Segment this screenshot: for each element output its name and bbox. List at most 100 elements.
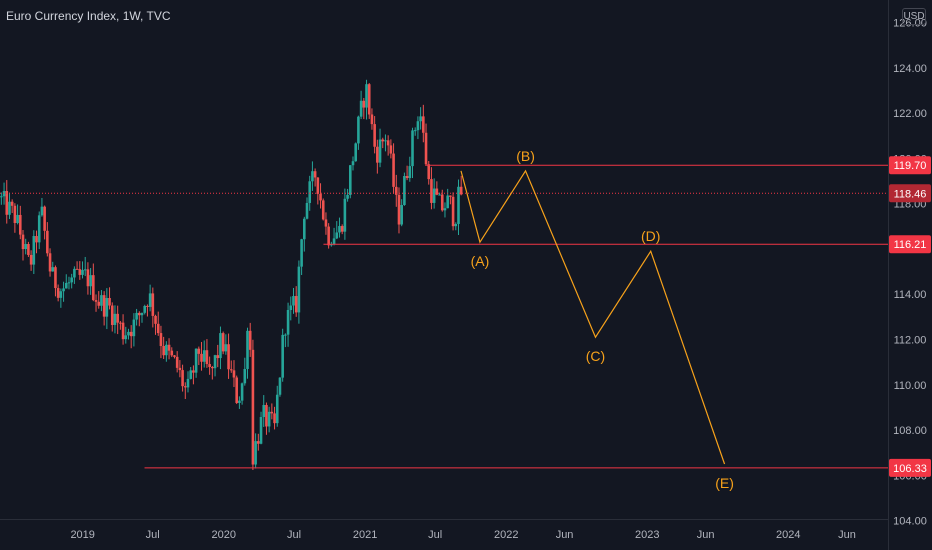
candle-body: [221, 333, 225, 352]
y-tick-label: 108.00: [893, 425, 927, 437]
candle-body: [324, 219, 328, 227]
candle-body: [213, 355, 217, 369]
candle-body: [124, 335, 128, 340]
x-tick-label: 2024: [776, 529, 800, 541]
candle-body: [427, 164, 431, 180]
candle-body: [273, 413, 276, 424]
candle-body: [46, 230, 49, 254]
candle-body: [424, 132, 428, 165]
candle-body: [367, 84, 371, 115]
candle-body: [338, 226, 341, 233]
candle-body: [454, 223, 458, 227]
candle-body: [173, 355, 176, 357]
candle-body: [205, 350, 209, 365]
candle-body: [357, 116, 360, 144]
candle-body: [243, 368, 247, 384]
y-tick-label: 110.00: [894, 380, 927, 392]
candle-body: [67, 282, 71, 284]
price-label-box: [889, 156, 931, 175]
candle-body: [140, 312, 144, 316]
candle-body: [54, 267, 57, 289]
candle-body: [48, 253, 52, 272]
candle-body: [373, 124, 376, 147]
candle-body: [292, 296, 295, 306]
candle-body: [135, 312, 138, 320]
candle-body: [327, 226, 330, 246]
candle-body: [278, 377, 282, 395]
candle-body: [62, 288, 65, 292]
candle-body: [229, 369, 233, 371]
candle-body: [313, 171, 317, 178]
candle-body: [94, 300, 98, 302]
candle-body: [56, 288, 60, 298]
candle-body: [148, 293, 152, 307]
x-tick-label: 2019: [70, 529, 94, 541]
candle-body: [59, 291, 63, 298]
candle-body: [405, 176, 409, 179]
candle-body: [75, 268, 79, 270]
candle-body: [316, 177, 320, 194]
y-tick-label: 114.00: [894, 289, 927, 301]
candle-body: [183, 386, 187, 388]
candle-body: [97, 301, 101, 306]
candle-body: [73, 268, 76, 278]
wave-label: (C): [586, 348, 605, 364]
candle-body: [181, 370, 184, 387]
candle-body: [113, 313, 117, 325]
chart-title: Euro Currency Index, 1W, TVC: [6, 9, 171, 23]
candle-body: [257, 441, 260, 444]
candle-body: [446, 195, 449, 209]
candle-body: [35, 236, 38, 243]
candle-body: [300, 239, 303, 267]
candle-body: [451, 196, 455, 227]
candle-body: [138, 312, 141, 316]
candle-body: [232, 370, 236, 378]
y-tick-label: 104.00: [893, 516, 927, 528]
candle-body: [432, 188, 436, 203]
price-axis-panel: [888, 0, 932, 550]
candle-body: [265, 404, 268, 427]
candle-body: [354, 143, 358, 162]
x-tick-label: Jul: [146, 529, 160, 541]
x-tick-label: 2022: [494, 529, 518, 541]
candle-body: [321, 200, 325, 220]
candle-body: [208, 364, 211, 368]
candle-body: [411, 130, 414, 167]
candle-body: [194, 348, 198, 373]
currency-button[interactable]: USD: [902, 8, 926, 25]
candle-body: [362, 100, 366, 108]
candle-body: [83, 269, 87, 271]
candle-body: [262, 404, 266, 417]
candle-body: [281, 334, 284, 378]
candle-body: [403, 176, 406, 206]
candle-body: [51, 267, 55, 272]
candle-body: [430, 179, 433, 203]
candle-body: [408, 166, 412, 179]
candle-body: [89, 275, 92, 287]
candle-body: [13, 205, 17, 223]
candle-body: [100, 295, 103, 306]
candle-body: [240, 383, 244, 401]
candle-body: [70, 277, 73, 283]
candle-body: [457, 186, 460, 224]
candle-body: [332, 238, 336, 245]
candle-body: [216, 355, 220, 359]
candle-body: [359, 100, 363, 117]
candle-body: [159, 333, 163, 346]
candle-body: [165, 344, 168, 356]
y-tick-label: 122.00: [893, 108, 927, 120]
candle-body: [27, 244, 30, 255]
x-tick-label: 2021: [353, 529, 377, 541]
candle-body: [16, 214, 19, 223]
price-label: 118.46: [894, 188, 927, 200]
candle-body: [343, 198, 347, 232]
candle-body: [151, 293, 155, 316]
candle-body: [365, 84, 368, 108]
price-label: 106.33: [893, 463, 927, 475]
candle-body: [119, 322, 122, 324]
y-tick-label: 112.00: [894, 335, 927, 347]
candle-body: [235, 377, 238, 403]
candle-body: [386, 140, 390, 146]
candle-body: [29, 254, 33, 265]
